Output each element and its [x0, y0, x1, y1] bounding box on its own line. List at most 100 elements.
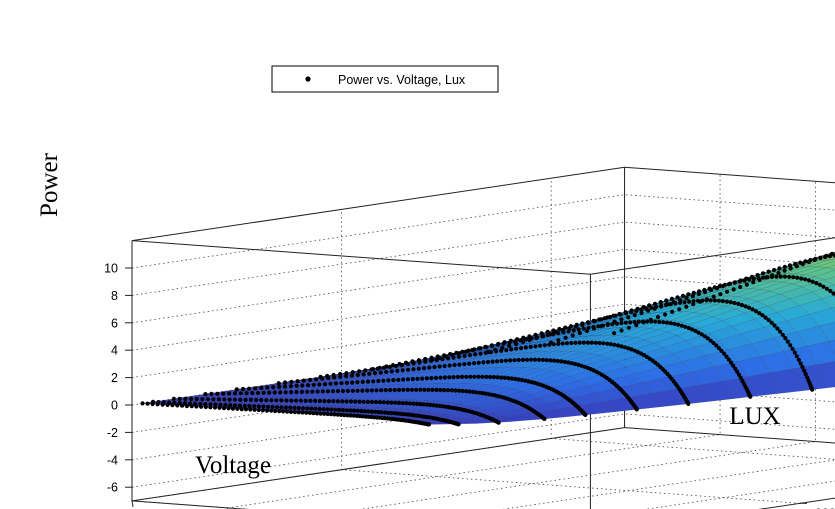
data-point	[289, 379, 294, 384]
data-point	[818, 255, 823, 260]
data-point	[464, 374, 469, 379]
data-point	[646, 308, 651, 313]
data-point	[211, 397, 216, 402]
z-tick-label: 6	[111, 316, 118, 330]
data-point	[513, 376, 518, 382]
box-edge	[131, 240, 591, 275]
data-point	[639, 310, 644, 315]
data-point	[333, 407, 338, 412]
data-point	[209, 391, 214, 396]
data-point	[274, 398, 279, 403]
data-point	[309, 406, 314, 411]
data-point	[584, 328, 590, 333]
data-point	[283, 405, 288, 410]
data-point	[243, 407, 249, 412]
data-point	[496, 341, 501, 346]
data-point	[308, 398, 313, 403]
data-point	[653, 319, 658, 324]
data-point	[476, 360, 481, 365]
data-point	[215, 391, 220, 396]
data-point	[426, 387, 431, 392]
box-edge	[624, 166, 835, 184]
z-tick-label: 2	[111, 371, 118, 385]
data-point	[377, 400, 382, 405]
data-point	[418, 402, 423, 407]
data-point	[586, 325, 591, 330]
data-point	[623, 310, 628, 315]
data-point	[577, 340, 582, 345]
data-point	[279, 405, 284, 410]
data-point	[581, 340, 586, 345]
data-point	[612, 319, 617, 324]
data-point	[389, 369, 394, 374]
lux-curve	[318, 340, 691, 406]
data-point	[432, 365, 437, 370]
data-point	[718, 292, 723, 297]
data-point	[267, 390, 272, 395]
data-point	[777, 266, 782, 271]
z-tick-label: 8	[111, 289, 118, 303]
data-point	[228, 403, 233, 408]
data-point	[418, 387, 423, 392]
data-point	[573, 361, 578, 367]
data-point	[647, 303, 652, 308]
data-point	[760, 313, 765, 318]
data-point	[294, 389, 299, 395]
data-point	[778, 329, 783, 334]
box-edge	[758, 497, 835, 509]
z-tick-label: -6	[107, 481, 118, 495]
data-point	[519, 378, 525, 383]
data-point	[401, 377, 406, 382]
data-point	[800, 262, 805, 267]
data-point	[629, 308, 634, 313]
data-point	[468, 374, 473, 379]
data-point	[589, 340, 594, 345]
data-point	[351, 413, 356, 418]
data-point	[521, 335, 526, 340]
data-point	[626, 325, 632, 330]
data-point	[350, 388, 355, 393]
data-point	[350, 370, 355, 375]
data-point	[536, 357, 542, 362]
data-point	[722, 351, 727, 356]
data-point	[282, 384, 288, 389]
data-point	[395, 368, 400, 373]
data-point	[499, 375, 504, 380]
data-point	[669, 296, 675, 301]
data-point	[529, 357, 534, 362]
data-point	[775, 326, 780, 331]
data-point	[735, 369, 740, 374]
data-point	[619, 328, 624, 333]
data-point	[240, 386, 246, 392]
data-point	[344, 399, 349, 404]
data-point	[659, 304, 664, 309]
data-point	[683, 324, 688, 329]
data-point	[731, 363, 736, 368]
data-point	[400, 368, 405, 373]
data-point	[457, 351, 462, 356]
data-point	[514, 341, 519, 346]
data-point	[629, 347, 634, 352]
data-point	[438, 375, 443, 380]
data-point	[420, 376, 425, 381]
data-point	[234, 387, 239, 392]
data-point	[363, 368, 368, 373]
data-point	[686, 292, 691, 297]
data-point	[261, 404, 266, 409]
data-point	[772, 323, 777, 328]
data-point	[586, 320, 591, 325]
data-point	[361, 372, 366, 377]
data-point	[232, 397, 238, 402]
data-point	[477, 390, 482, 395]
data-point	[670, 309, 675, 314]
data-point	[524, 357, 530, 362]
data-point	[470, 389, 476, 394]
data-point	[385, 410, 391, 415]
data-point	[367, 371, 372, 376]
data-point	[344, 408, 349, 413]
data-point	[691, 290, 696, 295]
data-point	[725, 289, 730, 294]
data-point	[365, 388, 370, 393]
data-point	[416, 366, 421, 371]
data-point	[788, 343, 793, 348]
